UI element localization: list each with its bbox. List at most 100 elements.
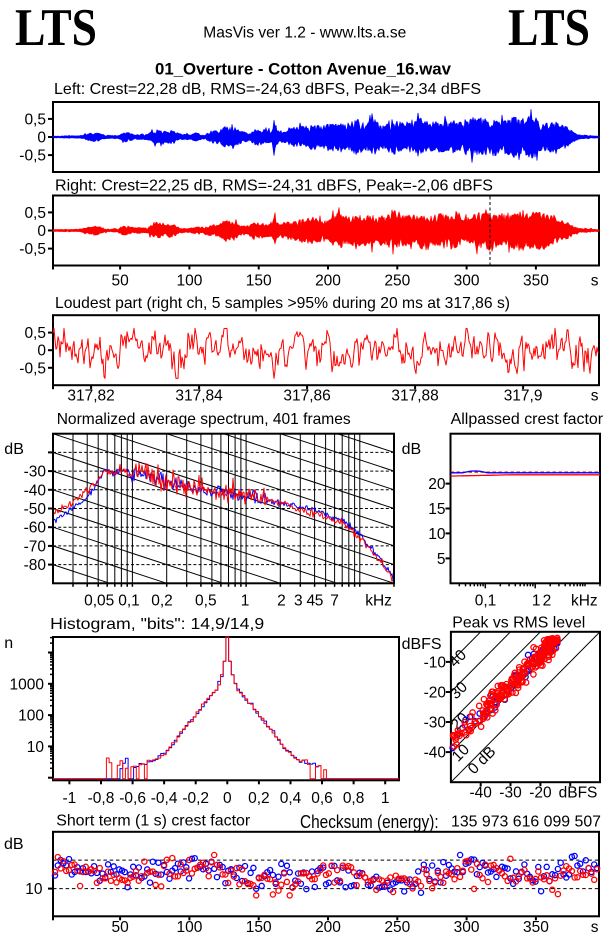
svg-text:s: s [591,272,599,289]
svg-text:kHz: kHz [365,593,392,610]
svg-text:-30: -30 [424,715,447,732]
svg-text:-0,2: -0,2 [182,790,209,807]
svg-text:01_Overture - Cotton Avenue_16: 01_Overture - Cotton Avenue_16.wav [155,61,452,79]
svg-text:300: 300 [454,272,480,289]
svg-text:-20: -20 [529,785,552,802]
svg-text:317,86: 317,86 [283,387,330,404]
svg-text:dB: dB [402,441,422,458]
svg-text:50: 50 [111,272,129,289]
svg-text:150: 150 [246,272,272,289]
svg-text:-0,5: -0,5 [19,360,46,377]
svg-text:100: 100 [176,919,202,936]
svg-text:-0,6: -0,6 [119,790,146,807]
svg-text:317,88: 317,88 [391,387,438,404]
svg-text:0: 0 [37,223,46,240]
svg-text:5: 5 [437,551,446,568]
svg-text:Checksum (energy):: Checksum (energy): [300,812,439,832]
svg-text:-40: -40 [424,745,447,762]
svg-text:-1: -1 [63,790,77,807]
svg-text:-70: -70 [24,538,47,555]
svg-text:250: 250 [384,919,410,936]
svg-text:-30: -30 [24,464,47,481]
svg-text:2: 2 [543,593,552,610]
svg-text:-50: -50 [24,501,47,518]
svg-text:135 973 616 099 507: 135 973 616 099 507 [451,814,601,831]
svg-text:dBFS: dBFS [559,785,598,802]
svg-text:0,1: 0,1 [475,593,497,610]
svg-text:0,5: 0,5 [24,205,46,222]
svg-text:-60: -60 [24,520,47,537]
svg-text:0,4: 0,4 [280,790,302,807]
svg-text:50: 50 [111,919,129,936]
svg-text:10: 10 [25,881,43,898]
svg-text:0,6: 0,6 [311,790,333,807]
svg-text:1: 1 [241,593,250,610]
svg-text:0: 0 [37,130,46,147]
svg-text:-20: -20 [424,685,447,702]
svg-text:Histogram, "bits": 14,9/14,9: Histogram, "bits": 14,9/14,9 [50,616,264,633]
svg-text:3: 3 [294,593,303,610]
svg-text:-0,5: -0,5 [19,241,46,258]
svg-text:150: 150 [246,919,272,936]
svg-text:0,8: 0,8 [343,790,365,807]
svg-text:Normalized average spectrum, 4: Normalized average spectrum, 401 frames [57,411,351,428]
svg-text:-10: -10 [424,654,447,671]
svg-text:317,82: 317,82 [67,387,114,404]
svg-text:0,2: 0,2 [248,790,270,807]
svg-text:350: 350 [523,919,549,936]
svg-text:10: 10 [428,526,446,543]
svg-text:40: 40 [446,646,470,670]
svg-text:0,2: 0,2 [151,593,173,610]
svg-text:10: 10 [27,739,45,756]
svg-text:MasVis ver 1.2 - www.lts.a.se: MasVis ver 1.2 - www.lts.a.se [203,25,406,42]
svg-text:dB: dB [4,441,24,458]
svg-text:-0,8: -0,8 [88,790,115,807]
svg-text:350: 350 [523,272,549,289]
svg-text:0,05: 0,05 [84,593,114,610]
svg-text:300: 300 [454,919,480,936]
svg-text:200: 200 [315,272,341,289]
svg-text:s: s [591,387,599,404]
svg-text:-30: -30 [499,785,522,802]
svg-text:7: 7 [330,593,339,610]
svg-text:1: 1 [381,790,390,807]
svg-text:4: 4 [306,593,315,610]
svg-text:2: 2 [277,593,286,610]
svg-text:0 dB: 0 dB [465,743,500,778]
svg-text:Right: Crest=22,25 dB, RMS=-24: Right: Crest=22,25 dB, RMS=-24,31 dBFS, … [55,177,493,194]
svg-text:Peak vs RMS level: Peak vs RMS level [452,615,585,632]
svg-text:1: 1 [532,593,541,610]
svg-text:Allpassed crest factor: Allpassed crest factor [451,411,604,428]
svg-text:20: 20 [428,476,446,493]
svg-text:1000: 1000 [10,676,45,693]
svg-text:s: s [591,919,599,936]
svg-text:0,5: 0,5 [24,325,46,342]
svg-text:0,5: 0,5 [195,593,217,610]
svg-text:-40: -40 [24,482,47,499]
svg-text:LTS: LTS [508,0,590,57]
svg-text:317,84: 317,84 [175,387,223,404]
svg-text:-0,4: -0,4 [151,790,178,807]
svg-text:100: 100 [176,272,202,289]
svg-text:dBFS: dBFS [402,636,442,653]
svg-text:15: 15 [428,501,445,518]
svg-text:0: 0 [37,343,46,360]
svg-text:dB: dB [4,836,24,853]
svg-text:-0,5: -0,5 [19,148,46,165]
svg-text:kHz: kHz [571,593,598,610]
svg-text:-80: -80 [24,557,47,574]
svg-text:LTS: LTS [15,0,97,57]
svg-text:0,5: 0,5 [24,111,46,128]
svg-text:-40: -40 [469,785,492,802]
svg-text:100: 100 [18,708,44,725]
svg-text:317,9: 317,9 [504,387,543,404]
svg-text:Short term (1 s) crest factor: Short term (1 s) crest factor [56,812,251,829]
svg-text:5: 5 [315,593,324,610]
svg-text:250: 250 [384,272,410,289]
svg-text:n: n [4,635,13,652]
svg-text:0,1: 0,1 [118,593,140,610]
svg-text:Loudest part (right ch, 5 samp: Loudest part (right ch, 5 samples >95% d… [55,295,510,312]
svg-text:Left: Crest=22,28 dB, RMS=-24,: Left: Crest=22,28 dB, RMS=-24,63 dBFS, P… [54,81,481,98]
svg-text:200: 200 [315,919,341,936]
svg-text:0: 0 [223,790,232,807]
